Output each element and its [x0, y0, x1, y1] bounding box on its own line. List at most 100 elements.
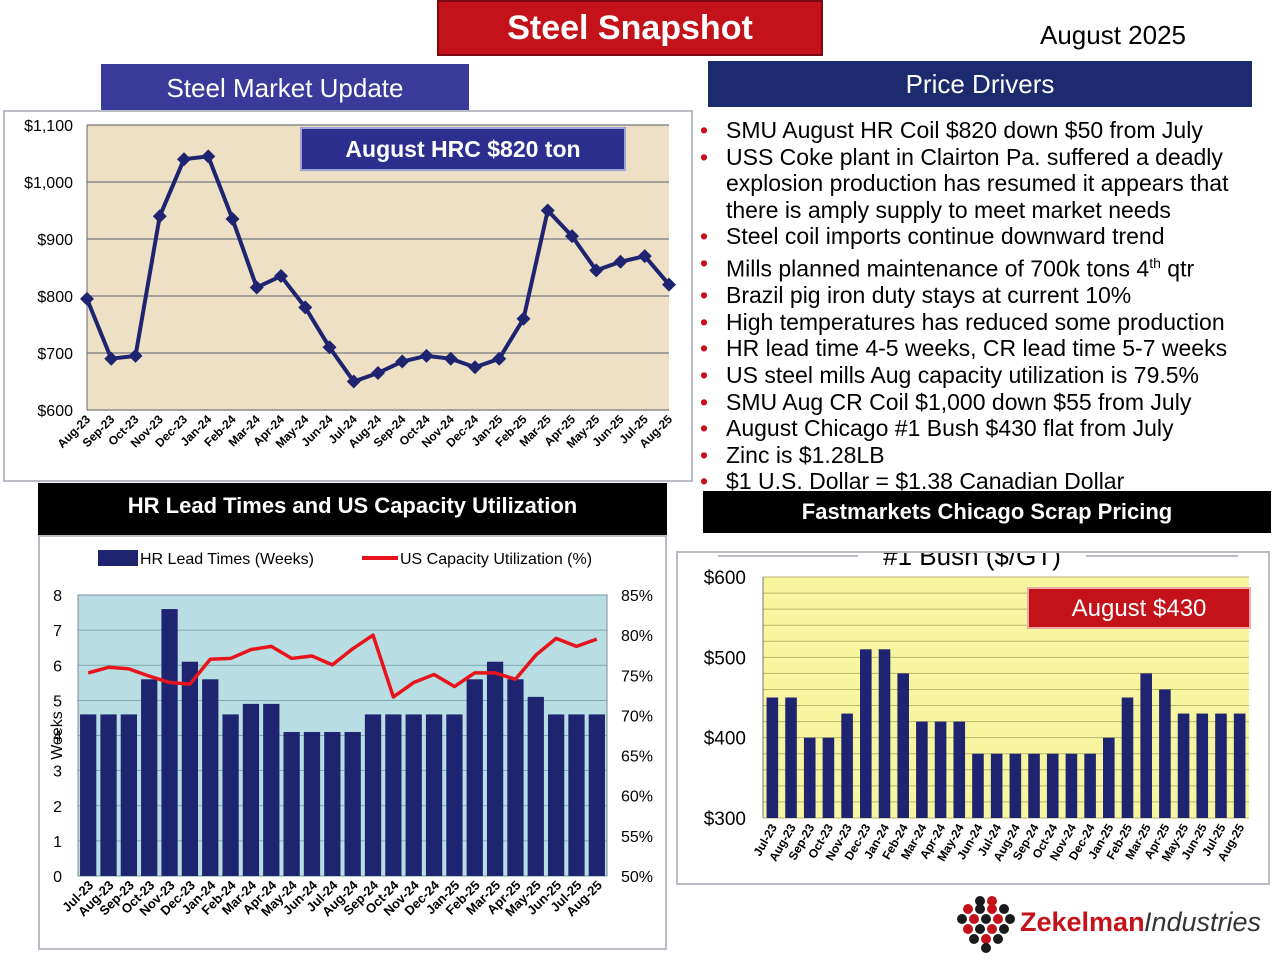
lead-time-bar [242, 703, 260, 876]
price-driver-item: • Zinc is $1.28LB [700, 442, 1280, 469]
scrap-price-bar [1121, 697, 1134, 818]
y-tick-label: 3 [53, 764, 62, 781]
bullet-icon: • [700, 415, 709, 442]
data-point [419, 348, 434, 363]
data-point [225, 212, 240, 227]
data-point [565, 229, 579, 244]
logo-name-bold: Zekelman [1020, 907, 1145, 937]
lead-time-bar [141, 679, 158, 876]
price-driver-superscript: th [1149, 254, 1161, 271]
data-point [443, 351, 458, 366]
price-driver-item: • Mills planned maintenance of 700k tons … [700, 250, 1280, 282]
lead-time-bar [568, 714, 585, 876]
price-driver-text: US steel mills Aug capacity utilization … [726, 362, 1199, 388]
price-driver-text: Mills planned maintenance of 700k tons 4 [726, 255, 1150, 282]
lead-times-chart: 01234567850%55%60%65%70%75%80%85%WeeksJu… [49, 550, 653, 919]
lead-time-bar [344, 731, 361, 876]
company-logo: Zekelman Industries [948, 893, 1268, 953]
y-tick-label: $600 [704, 568, 746, 589]
logo-dot [981, 934, 991, 944]
data-point [274, 269, 288, 284]
scrap-price-bar [1233, 713, 1246, 818]
data-point [201, 149, 216, 164]
y-tick-label: 0 [53, 869, 62, 886]
report-date: August 2025 [1040, 20, 1187, 50]
scrap-price-bar [1065, 753, 1078, 818]
y-tick-label: $1,000 [24, 175, 73, 192]
y-tick-label: $1,100 [24, 118, 73, 135]
price-driver-text: USS Coke plant in Clairton Pa. suffered … [726, 143, 1229, 223]
bullet-icon: • [700, 223, 709, 250]
y-tick-label: 6 [53, 658, 62, 675]
lead-times-chart-panel: 0 1 2 3 4 5 6 7 8 50% 55% 60% 65% 70% 75% 80% 85% Weeks Ju… [38, 535, 667, 950]
logo-name-light: Industries [1144, 907, 1261, 937]
lead-time-bar [547, 714, 565, 876]
data-point [177, 152, 191, 167]
data-point [468, 360, 482, 375]
y-axis-label: Weeks [49, 711, 66, 760]
y-tick-label: $800 [37, 289, 73, 306]
logo-dot [987, 896, 997, 906]
scrap-price-bar [1177, 713, 1190, 818]
data-point [662, 277, 676, 292]
data-point [371, 365, 385, 380]
price-driver-item: • August Chicago #1 Bush $430 flat from J… [700, 415, 1280, 442]
hrc-callout-text: August HRC $820 ton [345, 136, 580, 162]
lead-time-bar [283, 731, 300, 876]
y2-tick-label: 80% [621, 628, 653, 645]
scrap-price-bar [878, 649, 891, 818]
scrap-price-bar [934, 721, 947, 818]
price-driver-item: • US steel mills Aug capacity utilization… [700, 362, 1280, 389]
hrc-chart-panel: $600 $700 $800 $900 $1,000 $1,100 Aug-23 Sep-23… [3, 110, 693, 482]
lead-time-bar [161, 609, 178, 876]
scrap-price-bar [953, 721, 966, 818]
logo-dot [981, 943, 991, 953]
scrap-pricing-header: Fastmarkets Chicago Scrap Pricing [703, 491, 1271, 533]
logo-dot [969, 914, 979, 924]
data-point [395, 354, 410, 369]
data-point [104, 351, 119, 366]
scrap-price-bar [1196, 713, 1209, 818]
logo-dot [981, 914, 991, 924]
scrap-callout-text: August $430 [1072, 595, 1207, 622]
logo-dot [963, 924, 973, 934]
hexagon-dots-logo-icon: Zekelman Industries [957, 896, 1261, 953]
scrap-price-chart: $300$400$500$600Jul-23Aug-23Sep-23Oct-23… [704, 553, 1251, 864]
scrap-callout-box [1027, 587, 1251, 629]
price-driver-item: • $1 U.S. Dollar = $1.38 Canadian Dollar [700, 468, 1280, 495]
lead-time-bar [100, 714, 117, 876]
bullet-icon: • [700, 441, 709, 468]
lead-time-bar [324, 731, 341, 876]
y2-tick-label: 60% [621, 789, 653, 806]
logo-dot [993, 914, 1003, 924]
data-point [249, 280, 264, 295]
logo-dot [987, 924, 997, 934]
price-drivers-header: Price Drivers [708, 61, 1252, 107]
scrap-price-bar [1009, 753, 1022, 818]
lead-time-bar [446, 714, 463, 876]
price-driver-text: August Chicago #1 Bush $430 flat from Ju… [726, 415, 1174, 442]
lead-times-header: HR Lead Times and US Capacity Utilizatio… [38, 483, 667, 535]
legend-label-lead-times: HR Lead Times (Weeks) [140, 551, 314, 568]
price-driver-text: Steel coil imports continue downward tre… [726, 223, 1165, 250]
y2-tick-label: 65% [621, 749, 653, 766]
hrc-price-chart: $600$700$800$900$1,000$1,100Aug-23Sep-23… [24, 118, 676, 451]
logo-dot [957, 914, 967, 924]
price-driver-text: SMU Aug CR Coil $1,000 down $55 from Jul… [726, 388, 1192, 415]
lead-time-bar [425, 714, 443, 876]
lead-time-bar [385, 714, 402, 876]
logo-dot [975, 904, 985, 914]
price-driver-text: High temperatures has reduced some produ… [726, 308, 1225, 335]
plot-area [87, 125, 669, 410]
data-point [322, 340, 337, 355]
scrap-price-bar [1159, 689, 1171, 818]
price-drivers-list: • SMU August HR Coil $820 down $50 from J… [700, 117, 1280, 495]
scrap-price-bar [860, 649, 872, 818]
logo-dot [975, 896, 985, 906]
logo-dot [969, 934, 979, 944]
bullet-icon: • [700, 388, 709, 415]
scrap-price-bar [897, 673, 909, 818]
scrap-price-bar [766, 697, 779, 818]
lead-time-bar [263, 703, 280, 876]
scrap-price-bar [916, 721, 928, 818]
